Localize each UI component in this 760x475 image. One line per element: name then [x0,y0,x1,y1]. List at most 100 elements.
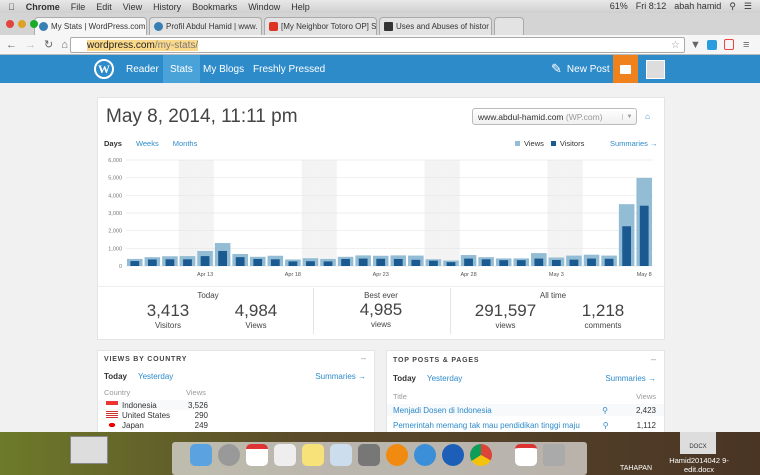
bar-visitors [569,259,579,266]
country-row[interactable]: Japan 249 [98,420,208,430]
battery-status[interactable]: 61% [609,1,628,11]
collapse-icon[interactable]: – [650,354,656,364]
post-link[interactable]: Menjadi Dosen di Indonesia [393,405,492,415]
menu-app-name[interactable]: Chrome [19,1,60,12]
tab-today[interactable]: Today [104,372,127,381]
period-days[interactable]: Days [104,139,122,148]
tab-label: [My Neighbor Totoro OP] S [281,22,377,31]
country-views: 249 [194,420,208,430]
bar-visitors [587,258,596,266]
address-bar[interactable]: wordpress.com/my-stats/ ☆ [70,37,685,53]
menu-view[interactable]: View [116,1,142,12]
tab-yesterday[interactable]: Yesterday [427,374,463,383]
minimize-window-button[interactable] [18,20,26,28]
notifications-button[interactable] [613,55,638,83]
site-select[interactable]: www.abdul-hamid.com (WP.com) ▼ [472,108,637,125]
new-tab-button[interactable] [494,17,524,35]
trash-icon[interactable] [543,444,565,466]
chrome-menu-icon[interactable]: ≡ [743,38,750,51]
system-preferences-icon[interactable] [358,444,380,466]
zoom-icon[interactable]: ⚲ [602,420,609,430]
nav-freshly-pressed[interactable]: Freshly Pressed [253,63,326,75]
tab-history[interactable]: Uses and Abuses of histor× [379,17,492,35]
extension-check-icon[interactable] [707,39,717,50]
spotlight-icon[interactable]: ⚲ [729,1,736,11]
menu-bookmarks[interactable]: Bookmarks [185,1,237,12]
pdf-document-icon[interactable] [515,444,537,466]
menu-help[interactable]: Help [284,1,310,12]
extension-icon[interactable]: ▼ [690,38,701,51]
menu-edit[interactable]: Edit [89,1,112,12]
calendar-icon[interactable] [246,444,268,466]
chevron-down-icon: ▼ [622,113,636,120]
collapse-icon[interactable]: – [360,353,366,363]
period-weeks[interactable]: Weeks [135,139,159,148]
user-name[interactable]: abah hamid [674,1,722,11]
country-row[interactable]: United States 290 [98,410,208,420]
summaries-link[interactable]: Summaries → [605,374,656,383]
itunes-icon[interactable] [442,444,464,466]
notification-icon[interactable]: ☰ [743,1,752,11]
today-visitors-value: 3,413 [146,301,190,320]
tab-youtube[interactable]: [My Neighbor Totoro OP] S× [264,17,377,35]
bar-visitors [376,258,386,266]
new-post-button[interactable]: ✎ New Post [551,55,610,83]
close-window-button[interactable] [6,20,14,28]
bar-visitors [218,250,228,266]
bar-visitors [341,258,350,266]
country-row[interactable]: Indonesia 3,526 [98,400,208,410]
desktop-file-label[interactable]: Hamid2014042 9-edit.docx [669,456,729,474]
reload-icon[interactable]: ↻ [44,39,54,51]
nav-stats[interactable]: Stats [163,55,200,83]
nav-reader[interactable]: Reader [126,63,159,75]
launchpad-icon[interactable] [218,444,240,466]
today-views-label: Views [245,321,267,330]
bar-visitors [604,258,614,266]
zoom-window-button[interactable] [30,20,38,28]
desktop-file-label[interactable]: TAHAPAN [620,465,653,472]
finder-icon[interactable] [190,444,212,466]
bar-visitors [429,260,438,266]
all-time-views-value: 291,597 [474,301,537,320]
post-link[interactable]: Pemerintah memang tak mau pendidikan tin… [393,420,580,430]
wordpress-logo-icon[interactable]: W [94,55,114,83]
docx-file-icon[interactable]: DOCX [680,432,716,454]
reminders-icon[interactable] [274,444,296,466]
bar-visitors [481,259,491,266]
best-ever-label: Best ever [364,291,398,300]
stats-bar-chart: 0 1,000 2,000 3,000 4,000 5,000 6,000 Apr 13 Apr… [108,158,653,278]
preview-icon[interactable] [330,444,352,466]
tab-profil[interactable]: Profil Abdul Hamid | www.× [149,17,262,35]
period-months[interactable]: Months [172,139,198,148]
page-title: May 8, 2014, 11:11 pm [106,106,298,127]
avatar[interactable] [646,55,665,83]
bookmark-star-icon[interactable]: ☆ [671,39,680,51]
y-tick-label: 5,000 [108,176,122,182]
apple-menu-icon[interactable]:  [8,2,15,12]
summaries-link[interactable]: Summaries → [610,139,658,148]
country-views: 3,526 [187,400,208,410]
menu-history[interactable]: History [146,1,181,12]
stickies-icon[interactable] [302,444,324,466]
forward-icon[interactable]: → [25,38,36,51]
desktop-file-thumbnail[interactable] [70,436,108,464]
chrome-icon[interactable] [470,444,492,466]
ibooks-icon[interactable] [386,444,408,466]
home-icon[interactable]: ⌂ [61,38,68,51]
home-icon[interactable]: ⌂ [645,112,650,121]
menu-file[interactable]: File [64,1,86,12]
tab-yesterday[interactable]: Yesterday [138,372,174,381]
tab-label: Uses and Abuses of histor [396,22,489,31]
extension-pocket-icon[interactable] [724,39,734,50]
safari-icon[interactable] [414,444,436,466]
menu-window[interactable]: Window [241,1,280,12]
close-tab-icon[interactable]: × [260,22,261,31]
nav-my-blogs[interactable]: My Blogs [203,63,245,75]
tab-today[interactable]: Today [393,374,416,383]
back-icon[interactable]: ← [6,38,17,51]
zoom-icon[interactable]: ⚲ [602,405,608,415]
clock[interactable]: Fri 8:12 [635,1,667,11]
tab-my-stats[interactable]: My Stats | WordPress.com× [34,17,147,35]
column-views: Views [186,388,206,397]
summaries-link[interactable]: Summaries → [315,372,366,381]
